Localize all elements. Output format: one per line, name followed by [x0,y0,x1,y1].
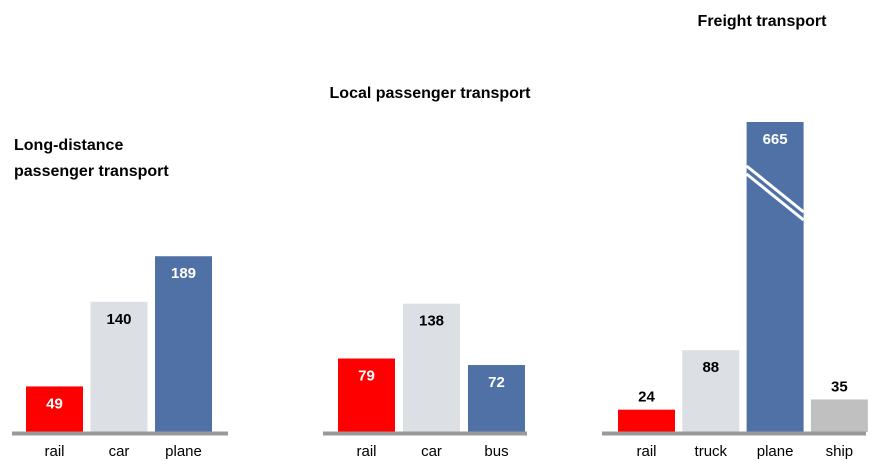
x-tick-label: plane [165,443,202,460]
x-tick-label: rail [44,443,64,460]
value-label: 72 [488,374,505,391]
bar [468,365,525,432]
x-tick-label: bus [484,443,508,460]
bar [746,122,804,432]
bar [618,409,675,432]
x-tick-label: ship [826,443,854,460]
value-label: 88 [702,359,719,376]
axis-break [745,172,805,222]
x-tick-label: car [109,443,130,460]
bar [682,350,740,432]
value-label: 138 [419,313,444,330]
bar [90,301,148,432]
x-tick-label: car [421,443,442,460]
x-tick-label: truck [695,443,728,460]
bar [403,303,460,432]
value-label: 79 [358,367,375,384]
value-label: 49 [46,395,63,412]
value-label: 35 [831,378,848,395]
x-tick-label: plane [757,443,794,460]
bar [338,358,395,432]
value-label: 189 [171,265,196,282]
x-tick-label: rail [356,443,376,460]
bar [26,386,83,432]
axis-break [745,164,805,214]
chart-title: Freight transport [698,13,828,30]
bar [155,256,212,432]
value-label: 24 [638,389,655,406]
value-label: 140 [106,311,131,328]
bar [810,399,868,432]
x-tick-label: rail [636,443,656,460]
chart-title: Local passenger transport [330,85,532,102]
value-label: 665 [763,131,788,148]
chart-title: passenger transport [14,163,169,180]
chart-title: Long-distance [14,137,123,154]
